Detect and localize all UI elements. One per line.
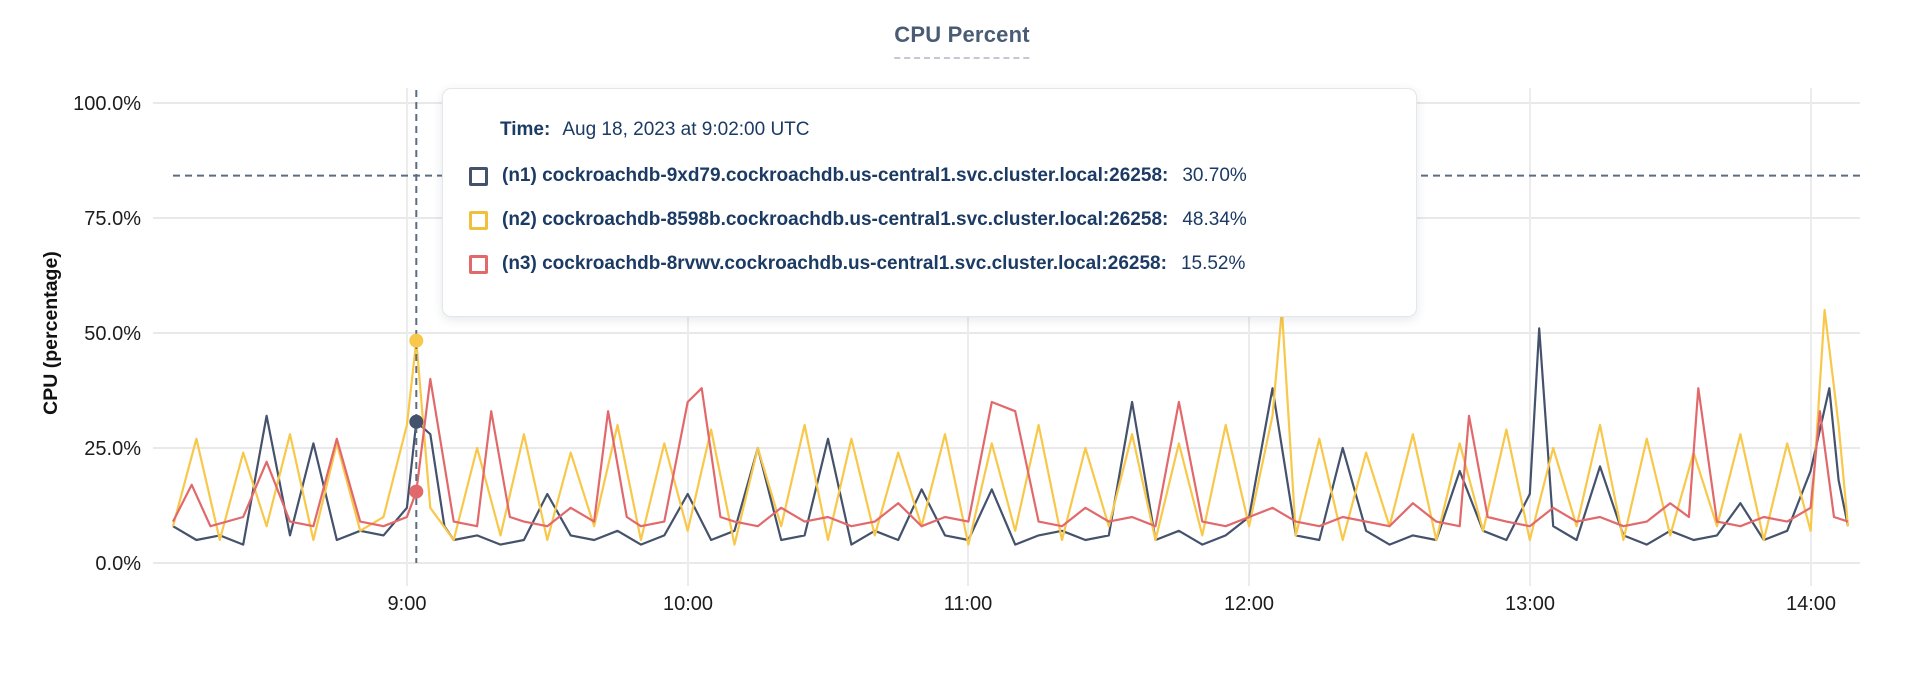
series-n2-swatch-icon (469, 210, 488, 230)
y-tick-25: 25.0% (84, 438, 141, 460)
y-axis-tick-labels: 100.0% 75.0% 50.0% 25.0% 0.0% (73, 93, 141, 575)
x-tick-9: 9:00 (388, 593, 427, 615)
tooltip-time-label: Time: (500, 119, 551, 140)
cursor-dot-n2 (409, 333, 424, 348)
series-n3-name: (n3) cockroachdb-8rvwv.cockroachdb.us-ce… (502, 253, 1167, 274)
series-line-n3 (172, 377, 1849, 528)
series-n1-swatch-icon (469, 166, 488, 186)
x-axis-tick-labels: 9:00 10:00 11:00 12:00 13:00 14:00 (388, 593, 1837, 615)
tooltip-series-row-n1: (n1) cockroachdb-9xd79.cockroachdb.us-ce… (469, 162, 1416, 190)
x-tick-11: 11:00 (944, 593, 993, 615)
series-n3-swatch-icon (469, 254, 488, 274)
cursor-dot-n1 (409, 414, 424, 429)
x-tick-10: 10:00 (663, 593, 713, 615)
horizontal-gridlines (153, 102, 1860, 564)
y-axis-title: CPU (percentage) (40, 251, 62, 415)
y-tick-75: 75.0% (84, 208, 141, 230)
series-n1-name: (n1) cockroachdb-9xd79.cockroachdb.us-ce… (502, 165, 1169, 186)
y-tick-0: 0.0% (95, 553, 141, 575)
tooltip-series-row-n3: (n3) cockroachdb-8rvwv.cockroachdb.us-ce… (469, 250, 1416, 278)
y-tick-50: 50.0% (84, 323, 141, 345)
y-tick-100: 100.0% (73, 93, 141, 115)
series-n1-value: 30.70% (1182, 165, 1247, 186)
series-n3-value: 15.52% (1180, 253, 1246, 274)
tooltip-time-value: Aug 18, 2023 at 9:02:00 UTC (562, 119, 810, 140)
series-line-n1 (172, 327, 1850, 546)
tooltip-series-row-n2: (n2) cockroachdb-8598b.cockroachdb.us-ce… (469, 206, 1416, 234)
series-n2-value: 48.34% (1182, 209, 1247, 230)
x-tick-14: 14:00 (1786, 593, 1836, 615)
series-n2-name: (n2) cockroachdb-8598b.cockroachdb.us-ce… (502, 209, 1169, 230)
series-lines (171, 308, 1850, 546)
series-line-n2 (171, 308, 1850, 546)
hover-tooltip: Time: Aug 18, 2023 at 9:02:00 UTC (n1) co… (442, 88, 1417, 317)
x-tick-13: 13:00 (1505, 593, 1555, 615)
tooltip-time-row: Time: Aug 18, 2023 at 9:02:00 UTC (500, 119, 1416, 141)
chart-title: CPU Percent (894, 22, 1030, 59)
cursor-dot-n3 (409, 484, 424, 499)
x-tick-12: 12:00 (1224, 593, 1274, 615)
